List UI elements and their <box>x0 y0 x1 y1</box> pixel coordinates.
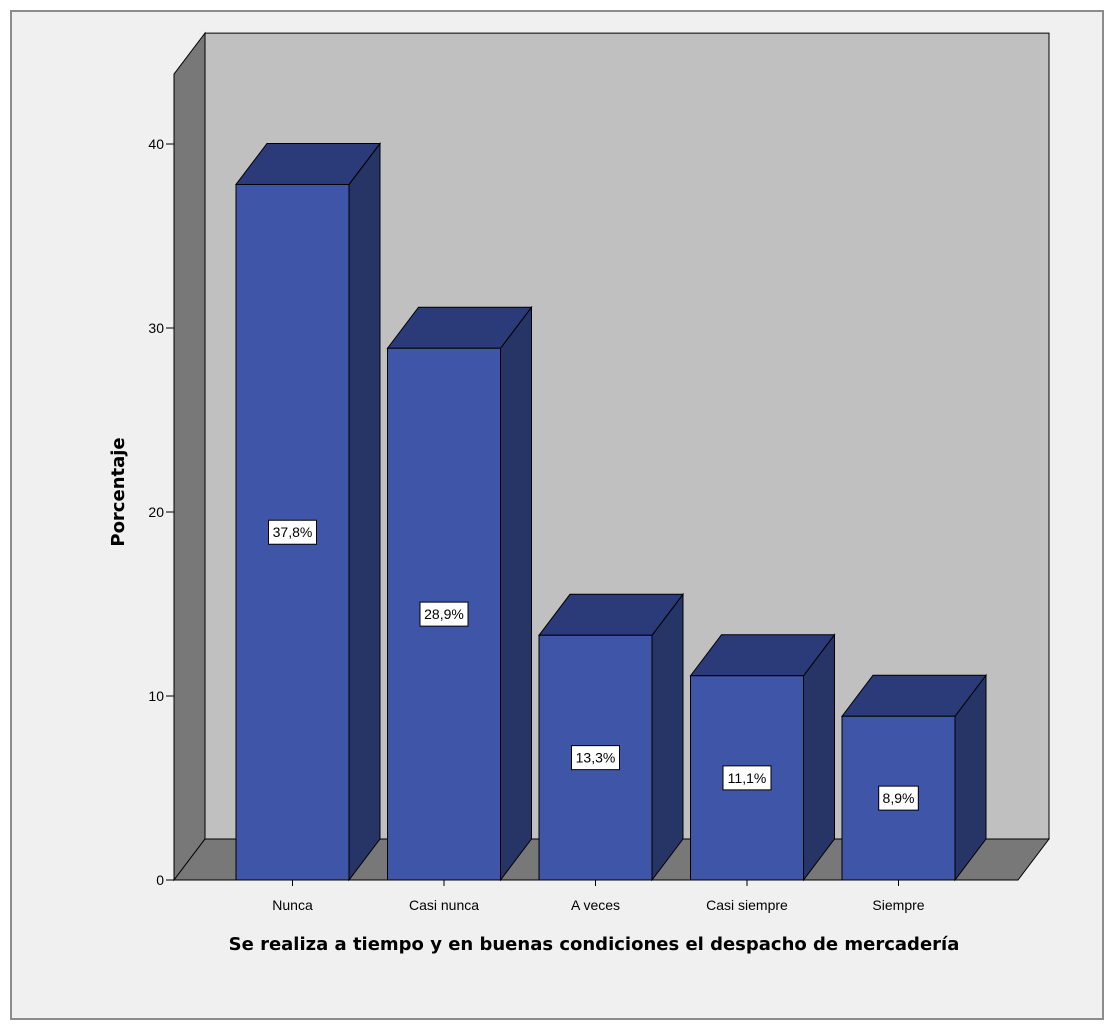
data-label-box <box>268 519 317 545</box>
y-tick-label: 10 <box>148 688 164 704</box>
left-wall <box>173 31 206 882</box>
x-category-label: Siempre <box>872 897 924 913</box>
y-axis-title: Porcentaje <box>108 437 129 546</box>
data-labels: 37,8% 28,9% 13,3% 11,1% 8,9% <box>268 519 919 811</box>
y-tick-label: 0 <box>156 872 164 888</box>
data-label: 28,9% <box>419 601 469 627</box>
x-category-label: Casi siempre <box>706 897 788 913</box>
x-category-label: A veces <box>571 897 620 913</box>
data-label-box <box>878 785 919 811</box>
data-label-box <box>571 745 620 771</box>
bar-side <box>651 592 684 882</box>
x-axis-categories: Nunca Casi nunca A veces Casi siempre Siempr… <box>272 880 925 913</box>
data-label-text: 11,1% <box>728 770 767 786</box>
data-label: 8,9% <box>878 785 919 811</box>
data-label: 37,8% <box>268 519 317 545</box>
data-label-text: 37,8% <box>273 524 313 540</box>
data-label-box <box>419 601 469 627</box>
y-tick-label: 40 <box>148 136 164 152</box>
bar-side <box>803 633 835 882</box>
bars <box>234 141 988 882</box>
bar-a-veces <box>537 592 685 882</box>
bar-casi-nunca <box>386 305 533 882</box>
data-label-text: 28,9% <box>424 606 464 622</box>
x-category-label: Casi nunca <box>409 897 479 913</box>
x-category-label: Nunca <box>272 897 313 913</box>
x-axis-title: Se realiza a tiempo y en buenas condicio… <box>229 934 960 955</box>
data-label-text: 8,9% <box>883 790 915 806</box>
bar-side <box>348 141 381 882</box>
data-label-text: 13,3% <box>576 750 616 766</box>
bar-siempre <box>840 673 988 882</box>
bar-nunca <box>234 141 382 882</box>
bar-casi-siempre <box>689 633 836 882</box>
bar-side <box>500 305 532 882</box>
data-label: 11,1% <box>722 765 772 791</box>
y-tick-label: 20 <box>148 504 164 520</box>
data-label: 13,3% <box>571 745 620 771</box>
data-label-box <box>722 765 772 791</box>
y-tick-label: 30 <box>148 320 164 336</box>
